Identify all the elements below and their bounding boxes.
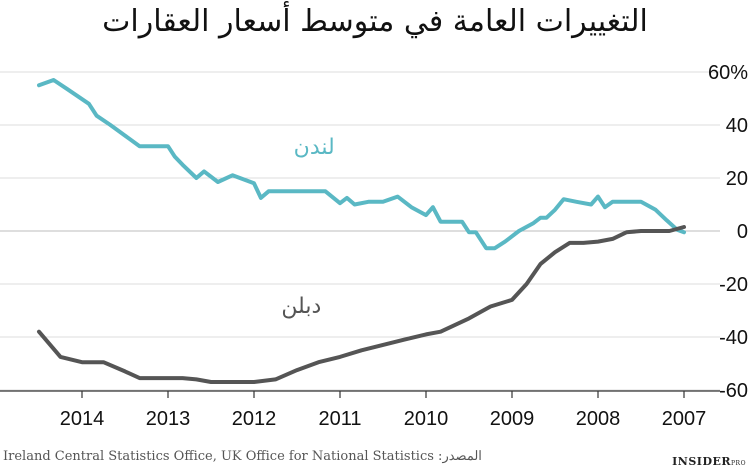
y-tick-label: -20 xyxy=(719,274,748,296)
x-tick-label: 2007 xyxy=(662,408,707,430)
x-tick-label: 2012 xyxy=(232,408,277,430)
source-note: Ireland Central Statistics Office, UK Of… xyxy=(3,449,482,464)
y-tick-label: -60 xyxy=(719,380,748,402)
y-tick-label: 0 xyxy=(737,221,748,243)
brand-suffix: PRO xyxy=(731,460,746,467)
series-line xyxy=(37,78,686,251)
x-tick-label: 2014 xyxy=(60,408,105,430)
x-tick-label: 2010 xyxy=(404,408,449,430)
series-labels: لندن دبلن xyxy=(281,135,334,319)
brand-name: INSIDER xyxy=(672,455,732,468)
grid-lines xyxy=(0,71,720,391)
series-label: لندن xyxy=(294,135,335,160)
y-axis-labels: 60% 40 20 0 -20 -40 -60 xyxy=(708,62,748,402)
x-tick-label: 2011 xyxy=(318,408,361,430)
series-lines xyxy=(37,78,686,384)
x-tick-label: 2013 xyxy=(146,408,191,430)
y-tick-label: 60% xyxy=(708,62,748,84)
chart-title: التغييرات العامة في متوسط أسعار العقارات xyxy=(102,4,648,39)
x-tick-label: 2008 xyxy=(576,408,621,430)
y-tick-label: 20 xyxy=(726,168,748,190)
series-line xyxy=(37,225,686,384)
series-label: دبلن xyxy=(281,294,321,319)
y-tick-label: 40 xyxy=(726,115,748,137)
x-tick-label: 2009 xyxy=(490,408,535,430)
x-axis: 2014 2013 2012 2011 2010 2009 2008 2007 xyxy=(0,390,720,430)
y-tick-label: -40 xyxy=(719,327,748,349)
brand-logo: INSIDERPRO xyxy=(672,455,746,468)
